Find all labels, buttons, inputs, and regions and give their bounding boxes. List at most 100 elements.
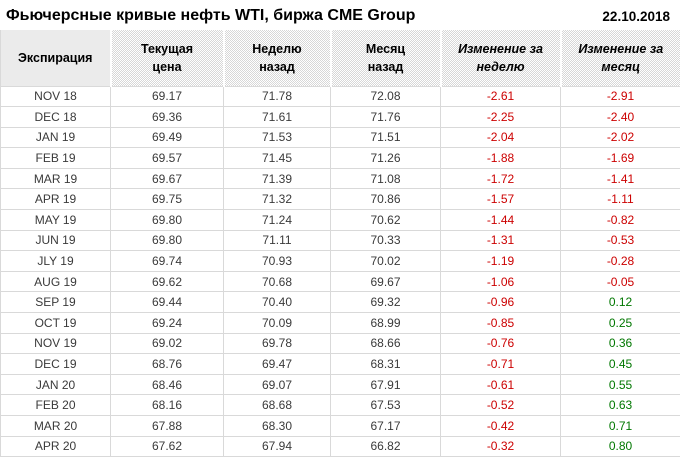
report-date: 22.10.2018 [602,8,670,24]
month_ago-cell: 68.31 [330,353,441,375]
expiration-cell: FEB 20 [0,394,111,416]
month_change-cell: -0.28 [560,250,680,272]
column-header-4: Изменение за неделю [439,30,561,86]
week_ago-cell: 68.68 [223,394,331,416]
expiration-cell: NOV 19 [0,332,111,354]
current-cell: 67.62 [110,435,224,457]
week_change-cell: -0.61 [440,373,561,395]
month_change-cell: 0.36 [560,332,680,354]
current-cell: 68.46 [110,373,224,395]
month_change-cell: 0.71 [560,415,680,437]
month_ago-cell: 71.76 [330,106,441,128]
week_change-cell: -0.42 [440,415,561,437]
week_ago-cell: 70.40 [223,291,331,313]
current-cell: 69.80 [110,229,224,251]
week_ago-cell: 71.45 [223,147,331,169]
table-row: FEB 19 69.57 71.45 71.26 -1.88 -1.69 [0,147,680,169]
expiration-cell: DEC 19 [0,353,111,375]
month_change-cell: -0.53 [560,229,680,251]
week_ago-cell: 69.47 [223,353,331,375]
expiration-cell: SEP 19 [0,291,111,313]
expiration-cell: MAR 20 [0,415,111,437]
week_ago-cell: 69.78 [223,332,331,354]
month_ago-cell: 69.32 [330,291,441,313]
column-header-0: Экспирация [0,30,111,86]
month_ago-cell: 66.82 [330,435,441,457]
expiration-cell: APR 19 [0,188,111,210]
week_ago-cell: 70.09 [223,312,331,334]
week_ago-cell: 71.61 [223,106,331,128]
table-row: JUN 19 69.80 71.11 70.33 -1.31 -0.53 [0,229,680,251]
week_ago-cell: 71.39 [223,167,331,189]
week_change-cell: -2.61 [440,85,561,107]
month_change-cell: -2.02 [560,126,680,148]
expiration-cell: APR 20 [0,435,111,457]
month_ago-cell: 67.17 [330,415,441,437]
month_ago-cell: 71.51 [330,126,441,148]
table-row: MAR 20 67.88 68.30 67.17 -0.42 0.71 [0,415,680,437]
week_change-cell: -0.85 [440,312,561,334]
week_ago-cell: 71.11 [223,229,331,251]
week_change-cell: -2.25 [440,106,561,128]
table-row: FEB 20 68.16 68.68 67.53 -0.52 0.63 [0,394,680,416]
week_change-cell: -0.32 [440,435,561,457]
column-header-5: Изменение за месяц [559,30,680,86]
month_ago-cell: 70.33 [330,229,441,251]
month_change-cell: 0.45 [560,353,680,375]
week_change-cell: -1.57 [440,188,561,210]
column-header-2: Неделю назад [222,30,331,86]
week_ago-cell: 70.68 [223,270,331,292]
page-title: Фьючерсные кривые нефть WTI, биржа CME G… [6,7,416,24]
table-row: OCT 19 69.24 70.09 68.99 -0.85 0.25 [0,312,680,334]
expiration-cell: JUN 19 [0,229,111,251]
current-cell: 69.36 [110,106,224,128]
week_change-cell: -1.88 [440,147,561,169]
week_ago-cell: 71.32 [223,188,331,210]
current-cell: 68.16 [110,394,224,416]
week_change-cell: -1.72 [440,167,561,189]
table-row: SEP 19 69.44 70.40 69.32 -0.96 0.12 [0,291,680,313]
week_ago-cell: 71.78 [223,85,331,107]
week_change-cell: -1.44 [440,209,561,231]
table-row: MAY 19 69.80 71.24 70.62 -1.44 -0.82 [0,209,680,231]
week_change-cell: -0.96 [440,291,561,313]
table-row: APR 19 69.75 71.32 70.86 -1.57 -1.11 [0,188,680,210]
week_change-cell: -1.31 [440,229,561,251]
current-cell: 69.74 [110,250,224,272]
week_ago-cell: 67.94 [223,435,331,457]
current-cell: 68.76 [110,353,224,375]
month_ago-cell: 70.02 [330,250,441,272]
week_ago-cell: 71.53 [223,126,331,148]
expiration-cell: JAN 19 [0,126,111,148]
table-row: DEC 18 69.36 71.61 71.76 -2.25 -2.40 [0,106,680,128]
week_ago-cell: 68.30 [223,415,331,437]
table-row: JAN 19 69.49 71.53 71.51 -2.04 -2.02 [0,126,680,148]
expiration-cell: NOV 18 [0,85,111,107]
week_change-cell: -0.71 [440,353,561,375]
month_change-cell: 0.25 [560,312,680,334]
table-row: APR 20 67.62 67.94 66.82 -0.32 0.80 [0,435,680,457]
current-cell: 69.49 [110,126,224,148]
table-row: NOV 19 69.02 69.78 68.66 -0.76 0.36 [0,332,680,354]
week_ago-cell: 71.24 [223,209,331,231]
month_ago-cell: 70.62 [330,209,441,231]
week_ago-cell: 69.07 [223,373,331,395]
month_ago-cell: 70.86 [330,188,441,210]
report-header: Фьючерсные кривые нефть WTI, биржа CME G… [0,0,680,30]
current-cell: 69.24 [110,312,224,334]
month_ago-cell: 69.67 [330,270,441,292]
table-header-row: Экспирация Текущая цена Неделю назад Месяц … [0,30,680,86]
expiration-cell: MAY 19 [0,209,111,231]
month_ago-cell: 71.26 [330,147,441,169]
current-cell: 69.44 [110,291,224,313]
expiration-cell: DEC 18 [0,106,111,128]
current-cell: 69.80 [110,209,224,231]
current-cell: 69.57 [110,147,224,169]
expiration-cell: FEB 19 [0,147,111,169]
table-row: JAN 20 68.46 69.07 67.91 -0.61 0.55 [0,373,680,395]
column-header-3: Месяц назад [329,30,441,86]
week_change-cell: -0.52 [440,394,561,416]
month_change-cell: -0.05 [560,270,680,292]
table-row: MAR 19 69.67 71.39 71.08 -1.72 -1.41 [0,167,680,189]
